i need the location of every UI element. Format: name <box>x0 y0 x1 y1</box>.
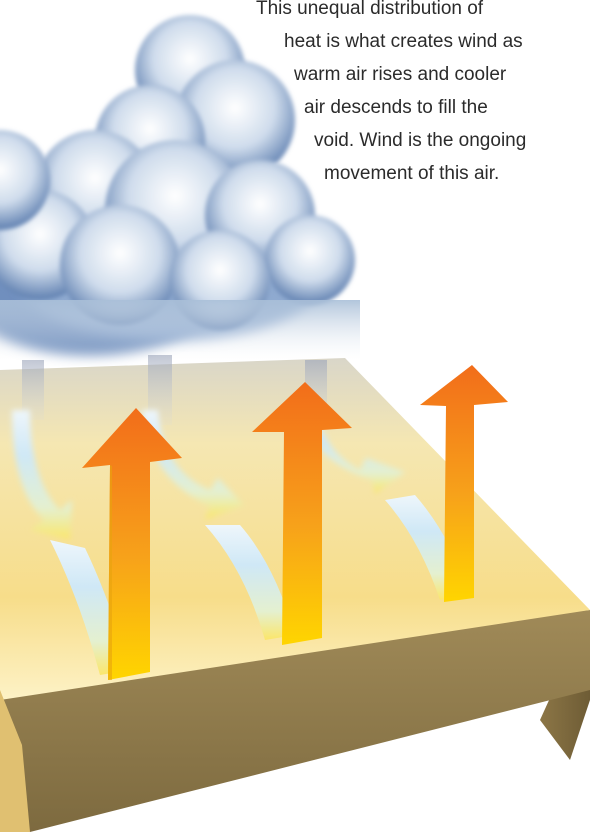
ground-left-edge <box>0 690 30 832</box>
caption-line: heat is what creates wind as <box>284 31 523 52</box>
explanation-text: This unequal distribution of heat is wha… <box>230 0 590 190</box>
caption-line: air descends to fill the <box>304 97 488 118</box>
cool-air-down-arrow-2 <box>142 410 295 640</box>
caption-line: warm air rises and cooler <box>294 64 507 85</box>
warm-air-up-arrow-2 <box>252 382 352 645</box>
caption-line: This unequal distribution of <box>256 0 484 19</box>
warm-air-up-arrow-3 <box>420 365 508 602</box>
caption-line: void. Wind is the ongoing <box>314 130 527 151</box>
warm-air-up-arrow-1 <box>82 408 182 680</box>
cloud-illustration <box>0 15 360 360</box>
caption-line: movement of this air. <box>324 163 500 184</box>
